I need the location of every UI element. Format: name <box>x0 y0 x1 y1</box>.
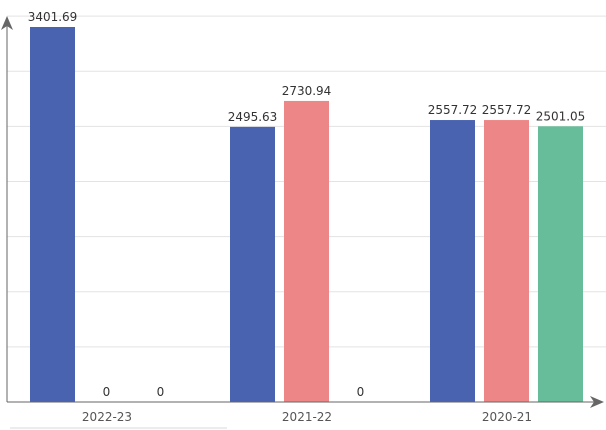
bar <box>538 126 583 402</box>
data-label: 0 <box>103 385 111 399</box>
data-label: 2501.05 <box>536 109 586 123</box>
x-axis-arrow-icon <box>590 396 604 408</box>
bar <box>30 27 75 402</box>
data-label: 0 <box>157 385 165 399</box>
x-tick-label: 2021-22 <box>282 410 332 424</box>
data-label: 2495.63 <box>228 110 278 124</box>
y-axis-arrow-icon <box>1 16 13 30</box>
bar <box>484 120 529 402</box>
x-tick-label: 2020-21 <box>482 410 532 424</box>
data-label: 2730.94 <box>282 84 332 98</box>
data-label: 0 <box>357 385 365 399</box>
data-label: 2557.72 <box>482 103 532 117</box>
data-label: 2557.72 <box>428 103 478 117</box>
x-tick-label: 2022-23 <box>82 410 132 424</box>
value-labels: 3401.69 0 0 2495.63 2730.94 0 2557.72 2557.72 25… <box>28 10 586 399</box>
axes <box>1 16 604 408</box>
bar <box>230 126 275 403</box>
data-label: 3401.69 <box>28 10 78 24</box>
x-tick-labels: 2022-23 2021-22 2020-21 <box>82 410 532 424</box>
bar <box>284 100 329 402</box>
bars <box>30 27 583 403</box>
bar <box>430 120 475 402</box>
